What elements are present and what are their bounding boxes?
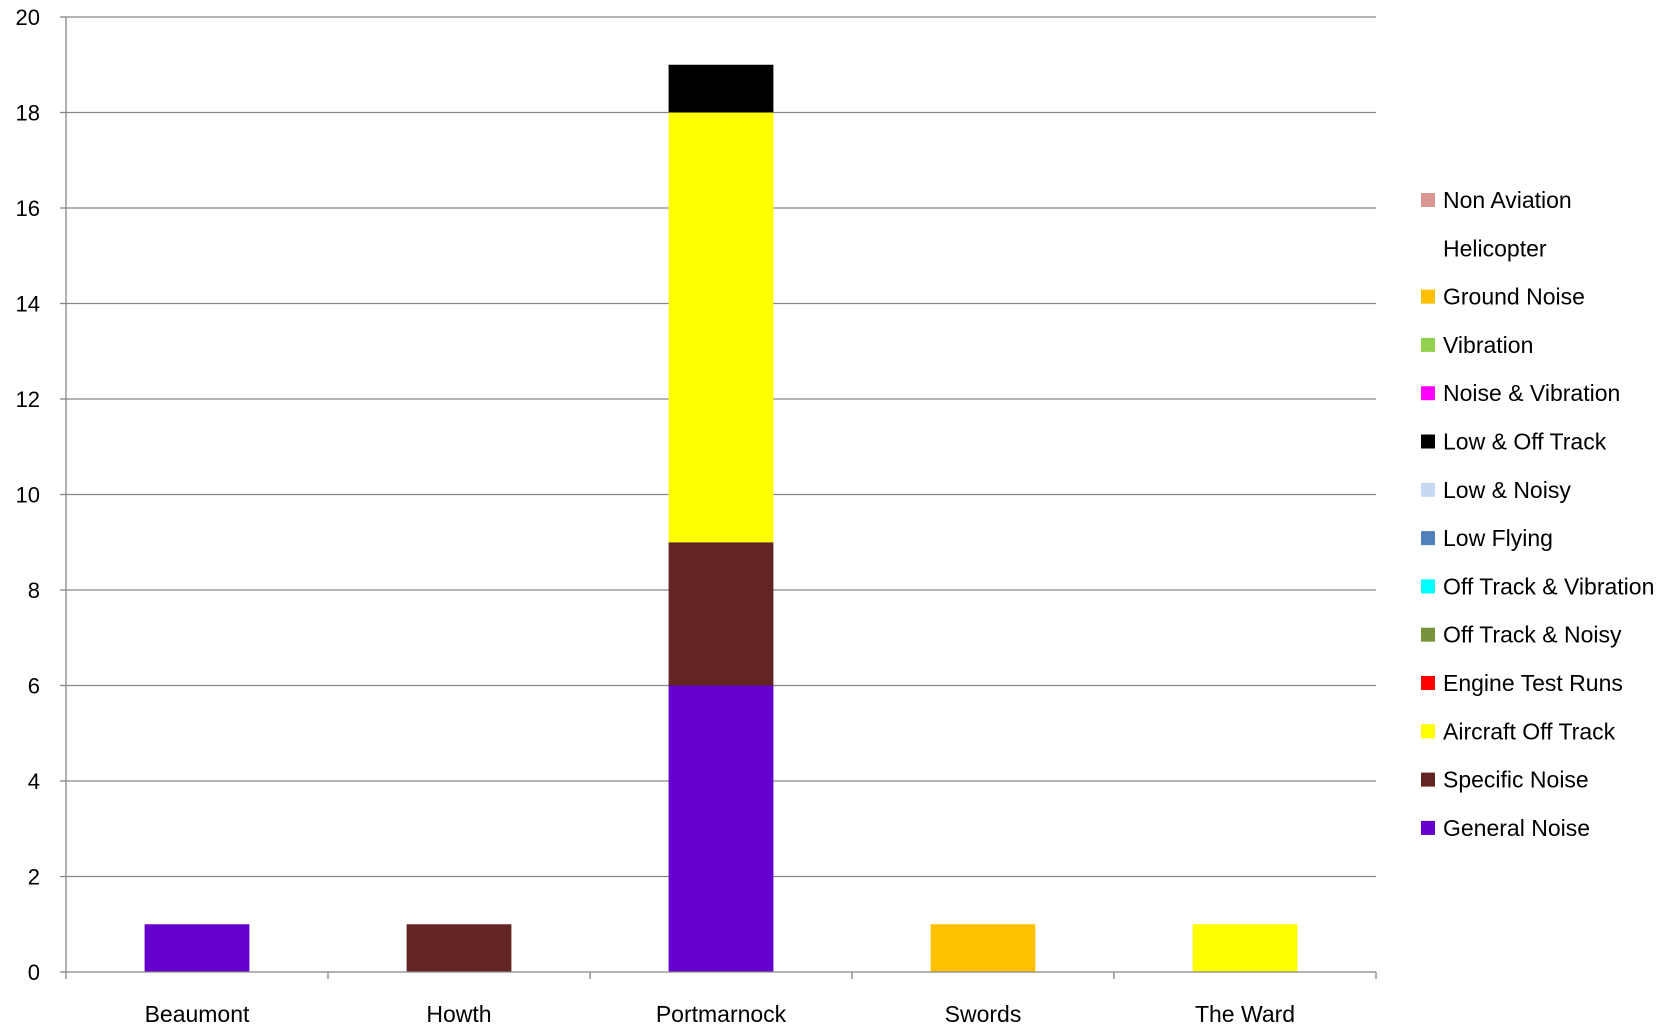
legend-swatch [1421,289,1435,304]
bar-segment [668,64,774,113]
legend-label: Noise & Vibration [1443,380,1620,406]
y-tick-label: 8 [28,578,40,603]
bar-segment [668,542,774,686]
y-tick-label: 16 [16,196,40,221]
legend-label: Specific Noise [1443,767,1589,793]
bar-segment [144,924,250,972]
bar-segment [668,685,774,972]
y-tick-label: 14 [16,292,40,317]
bar-segment [668,112,774,543]
x-tick-label: Portmarnock [656,1001,787,1026]
legend-label: Low & Off Track [1443,429,1607,455]
y-tick-label: 0 [28,960,40,985]
legend-label: Off Track & Vibration [1443,573,1654,599]
bar-segment [406,924,512,972]
legend-label: Low Flying [1443,525,1553,551]
x-axis-ticks: Beaumont Howth Portmarnock Swords The Ward [65,972,1377,1026]
x-tick-label: The Ward [1195,1001,1295,1026]
legend-swatch [1421,820,1435,835]
y-axis-ticks: 0 2 4 6 8 10 12 14 16 18 20 [16,5,66,985]
legend-swatch [1421,434,1435,449]
y-tick-label: 18 [16,101,40,126]
legend-swatch [1421,482,1435,497]
x-tick-label: Howth [426,1001,491,1026]
legend: Non Aviation Helicopter Ground Noise Vibrat… [1421,187,1654,841]
legend-swatch [1421,627,1435,642]
legend-swatch [1421,531,1435,546]
legend-swatch [1421,193,1435,207]
legend-label: General Noise [1443,815,1590,841]
legend-label: Aircraft Off Track [1443,718,1616,744]
legend-swatch [1421,386,1435,401]
y-tick-label: 2 [28,865,40,890]
legend-label: Non Aviation [1443,187,1572,213]
legend-swatch [1421,772,1435,787]
legend-swatch [1421,337,1435,352]
legend-swatch [1421,579,1435,594]
bar-segment [930,924,1036,972]
bars [144,64,1298,972]
axes [65,17,1376,973]
legend-swatch [1421,724,1435,739]
y-tick-label: 12 [16,387,40,412]
legend-swatch [1421,676,1435,690]
y-tick-label: 20 [16,5,40,30]
x-tick-label: Swords [945,1001,1022,1026]
legend-swatch [1421,241,1435,256]
legend-label: Helicopter [1443,235,1547,261]
y-tick-label: 10 [16,483,40,508]
legend-label: Engine Test Runs [1443,670,1623,696]
y-tick-label: 4 [28,769,40,794]
legend-label: Off Track & Noisy [1443,622,1622,648]
legend-label: Ground Noise [1443,284,1585,310]
x-tick-label: Beaumont [145,1001,250,1026]
legend-label: Low & Noisy [1443,477,1571,503]
y-tick-label: 6 [28,674,40,699]
legend-label: Vibration [1443,332,1533,358]
bar-segment [1192,924,1298,972]
